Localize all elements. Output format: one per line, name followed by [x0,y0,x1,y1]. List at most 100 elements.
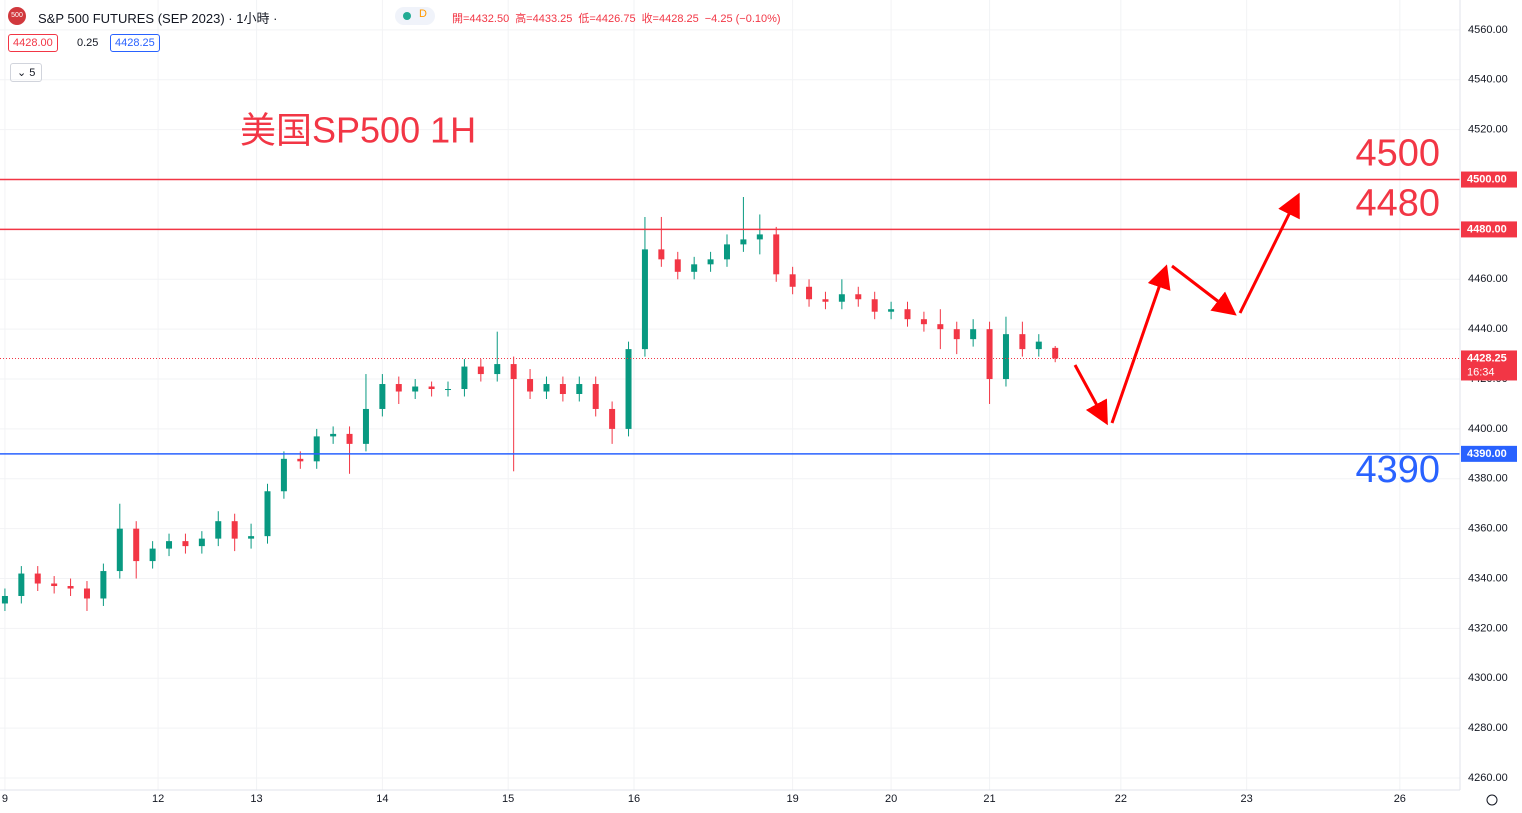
candle-body [395,384,402,392]
x-tick-label: 13 [250,793,262,805]
candle-body [888,309,895,312]
candle-body [330,433,337,437]
candle-body [756,234,763,240]
candle-body [904,309,911,320]
candle-body [543,384,550,392]
candle-body [953,329,960,340]
last-price-tag [1461,350,1517,381]
y-tick-label: 4360.00 [1468,523,1508,535]
y-tick-label: 4560.00 [1468,24,1508,36]
candle-body [723,244,730,260]
candle-body [970,329,977,340]
candle-body [773,234,780,275]
x-tick-label: 22 [1115,793,1127,805]
candle-body [576,384,583,395]
status-badge: D [395,7,435,25]
candle-body [461,366,468,390]
ohlc-value: −4.25 (−0.10%) [704,13,781,25]
bid[interactable]: 4428.00 [8,34,58,52]
candle-body [937,324,944,330]
indicator-count: 5 [29,67,36,79]
y-tick-label: 4260.00 [1468,772,1508,784]
candle-body [346,433,353,444]
candle-body [674,259,681,272]
level-tag [1461,171,1517,188]
candle-body [166,541,173,549]
y-tick-label: 4280.00 [1468,722,1508,734]
level-annotation: 4390 [1355,449,1440,491]
interval: 1小時 [236,11,270,26]
candle-body [510,364,517,380]
x-tick-label: 19 [787,793,799,805]
candle-body [18,573,25,596]
x-tick-label: 15 [502,793,514,805]
x-tick-label: 26 [1394,793,1406,805]
ohlc-value: 開=4432.50 [452,13,510,25]
ohlc: 開=4432.50 高=4433.25 低=4426.75 收=4428.25 −4.2… [452,10,787,26]
price-axis [1460,0,1522,813]
candle-body [806,286,813,300]
candle-body [280,458,287,492]
candle-body [920,319,927,325]
candle-body [198,538,205,547]
candle-body [1035,341,1042,350]
candle-body [83,588,90,599]
candle-body [264,491,271,537]
candle-body [412,386,419,392]
y-tick-label: 4340.00 [1468,572,1508,584]
x-tick-label: 9 [2,793,8,805]
y-tick-label: 4440.00 [1468,323,1508,335]
countdown: 16:34 [1467,366,1495,378]
candle-body [871,299,878,312]
ohlc-value: 低=4426.75 [578,13,636,25]
status: D [419,8,427,20]
spread: 0.25 [77,37,99,49]
candle-body [100,571,107,599]
symbol-name: S&P 500 FUTURES (SEP 2023) [38,11,225,26]
y-tick-label: 4460.00 [1468,273,1508,285]
level-tag [1461,445,1517,462]
level-annotation: 4500 [1355,133,1440,175]
level-tag-label: 4480.00 [1467,223,1507,235]
candle-body [231,521,238,539]
candle-body [625,349,632,429]
indicators-toggle[interactable]: ⌄ 5 [10,63,43,82]
candle-body [34,573,41,584]
candle-body [248,536,255,539]
ohlc-value: 高=4433.25 [515,13,573,25]
candle-body [445,389,452,391]
candle-body [1019,334,1026,350]
candle-body [67,586,74,589]
y-tick-label: 4400.00 [1468,423,1508,435]
status-dot [403,12,411,20]
chart-title: 美国SP500 1H [240,110,476,151]
candle-body [838,294,845,302]
ohlc-value: 收=4428.25 [641,13,699,25]
symbol[interactable]: S&P 500 FUTURES (SEP 2023) · 1小時 · [38,11,278,26]
y-tick-label: 4540.00 [1468,74,1508,86]
candle-body [149,548,156,562]
candle-body [379,384,386,409]
level-annotation: 4480 [1355,182,1440,224]
y-tick-label: 4320.00 [1468,622,1508,634]
forecast-arrows [1073,192,1300,426]
candle-body [1002,334,1009,380]
settings-icon[interactable] [1486,794,1498,806]
candle-body [51,583,58,587]
candle-body [609,408,616,429]
candle-body [1,595,8,604]
last-price-label: 4428.25 [1467,352,1507,364]
y-tick-label: 4380.00 [1468,473,1508,485]
candle-body [215,521,222,539]
candle-body [658,249,665,260]
candle-body [641,249,648,350]
ask[interactable]: 4428.25 [110,34,160,52]
candle-body [1052,347,1059,359]
candle-body [592,384,599,409]
candle-body [986,329,993,380]
candle-body [116,528,123,572]
candle-body [133,528,140,562]
symbol-icon: 500 [8,7,26,25]
